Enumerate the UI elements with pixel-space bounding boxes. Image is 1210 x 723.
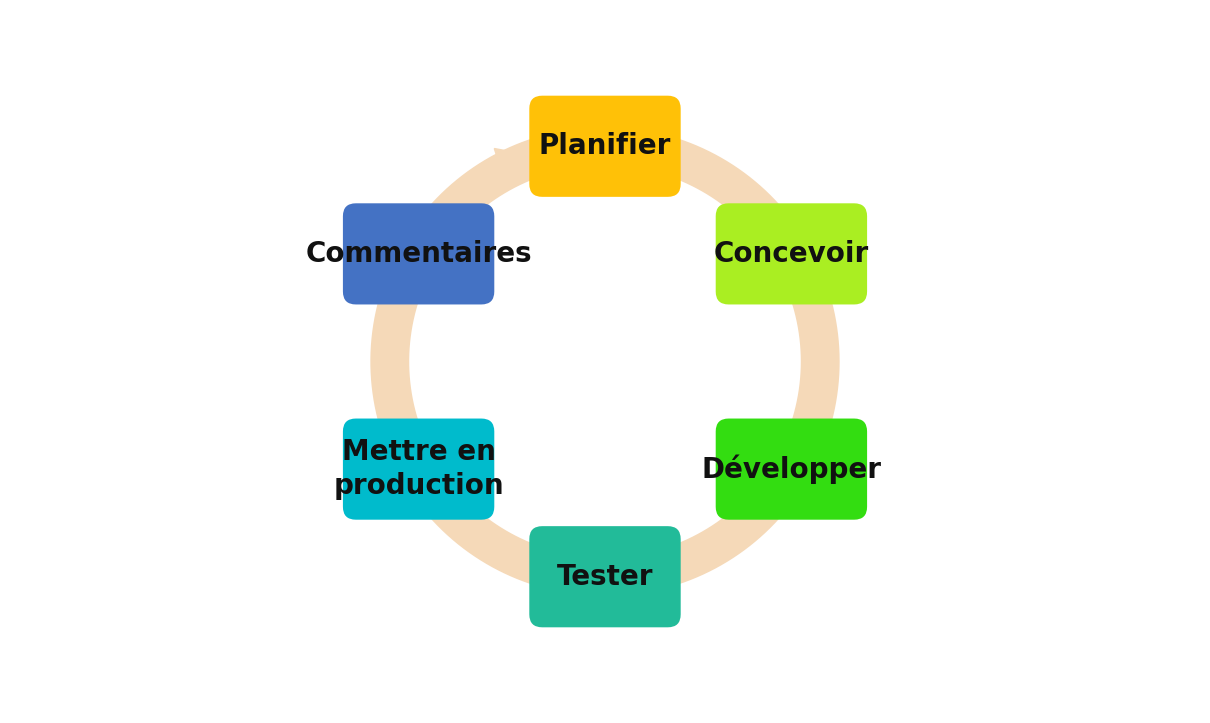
- FancyBboxPatch shape: [342, 419, 495, 520]
- Text: Planifier: Planifier: [538, 132, 672, 161]
- Text: Mettre en
production: Mettre en production: [333, 438, 503, 500]
- Polygon shape: [495, 148, 538, 189]
- Text: Concevoir: Concevoir: [714, 240, 869, 268]
- FancyBboxPatch shape: [342, 203, 495, 304]
- FancyBboxPatch shape: [715, 419, 868, 520]
- FancyBboxPatch shape: [529, 526, 681, 628]
- Text: Développer: Développer: [702, 454, 881, 484]
- FancyBboxPatch shape: [715, 203, 868, 304]
- FancyBboxPatch shape: [529, 95, 681, 197]
- Text: Commentaires: Commentaires: [305, 240, 532, 268]
- Text: Tester: Tester: [557, 562, 653, 591]
